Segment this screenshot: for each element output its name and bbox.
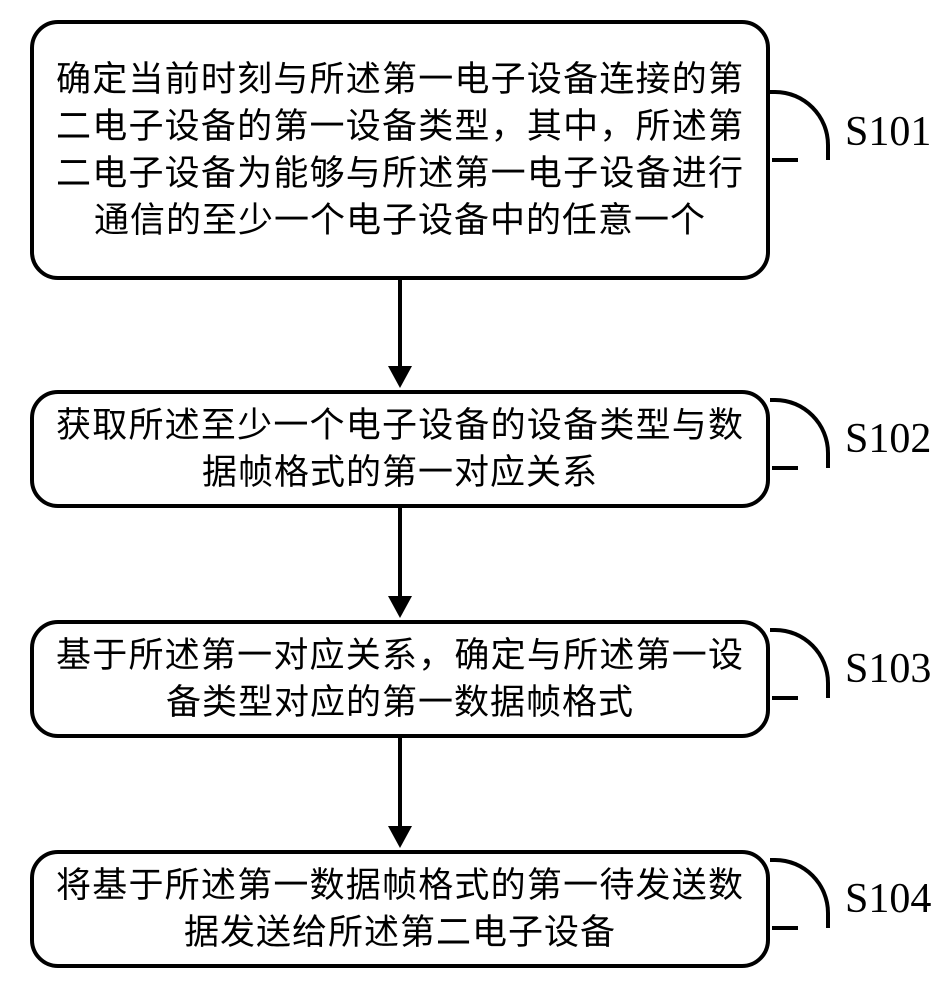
step-node-1: 确定当前时刻与所述第一电子设备连接的第二电子设备的第一设备类型，其中，所述第二电… bbox=[30, 20, 770, 280]
step-label-3: S103 bbox=[845, 645, 931, 693]
step-node-3: 基于所述第一对应关系，确定与所述第一设备类型对应的第一数据帧格式 bbox=[30, 620, 770, 738]
label-hook-tail-2 bbox=[772, 466, 798, 470]
step-label-2: S102 bbox=[845, 415, 931, 463]
label-hook-1 bbox=[770, 90, 830, 160]
label-hook-2 bbox=[770, 398, 830, 468]
step-label-1: S101 bbox=[845, 108, 931, 156]
step-node-2: 获取所述至少一个电子设备的设备类型与数据帧格式的第一对应关系 bbox=[30, 390, 770, 508]
arrow-2-head bbox=[388, 596, 412, 618]
step-text-2: 获取所述至少一个电子设备的设备类型与数据帧格式的第一对应关系 bbox=[56, 402, 744, 497]
arrow-1-head bbox=[388, 366, 412, 388]
step-text-1: 确定当前时刻与所述第一电子设备连接的第二电子设备的第一设备类型，其中，所述第二电… bbox=[56, 56, 744, 245]
label-hook-4 bbox=[770, 858, 830, 928]
arrow-2-line bbox=[398, 508, 402, 598]
label-hook-tail-1 bbox=[772, 158, 798, 162]
flowchart-canvas: 确定当前时刻与所述第一电子设备连接的第二电子设备的第一设备类型，其中，所述第二电… bbox=[0, 0, 947, 1000]
arrow-3-line bbox=[398, 738, 402, 828]
step-node-4: 将基于所述第一数据帧格式的第一待发送数据发送给所述第二电子设备 bbox=[30, 850, 770, 968]
label-hook-tail-3 bbox=[772, 696, 798, 700]
step-label-4: S104 bbox=[845, 875, 931, 923]
arrow-3-head bbox=[388, 826, 412, 848]
label-hook-tail-4 bbox=[772, 926, 798, 930]
step-text-4: 将基于所述第一数据帧格式的第一待发送数据发送给所述第二电子设备 bbox=[56, 862, 744, 957]
label-hook-3 bbox=[770, 628, 830, 698]
step-text-3: 基于所述第一对应关系，确定与所述第一设备类型对应的第一数据帧格式 bbox=[56, 632, 744, 727]
arrow-1-line bbox=[398, 280, 402, 368]
